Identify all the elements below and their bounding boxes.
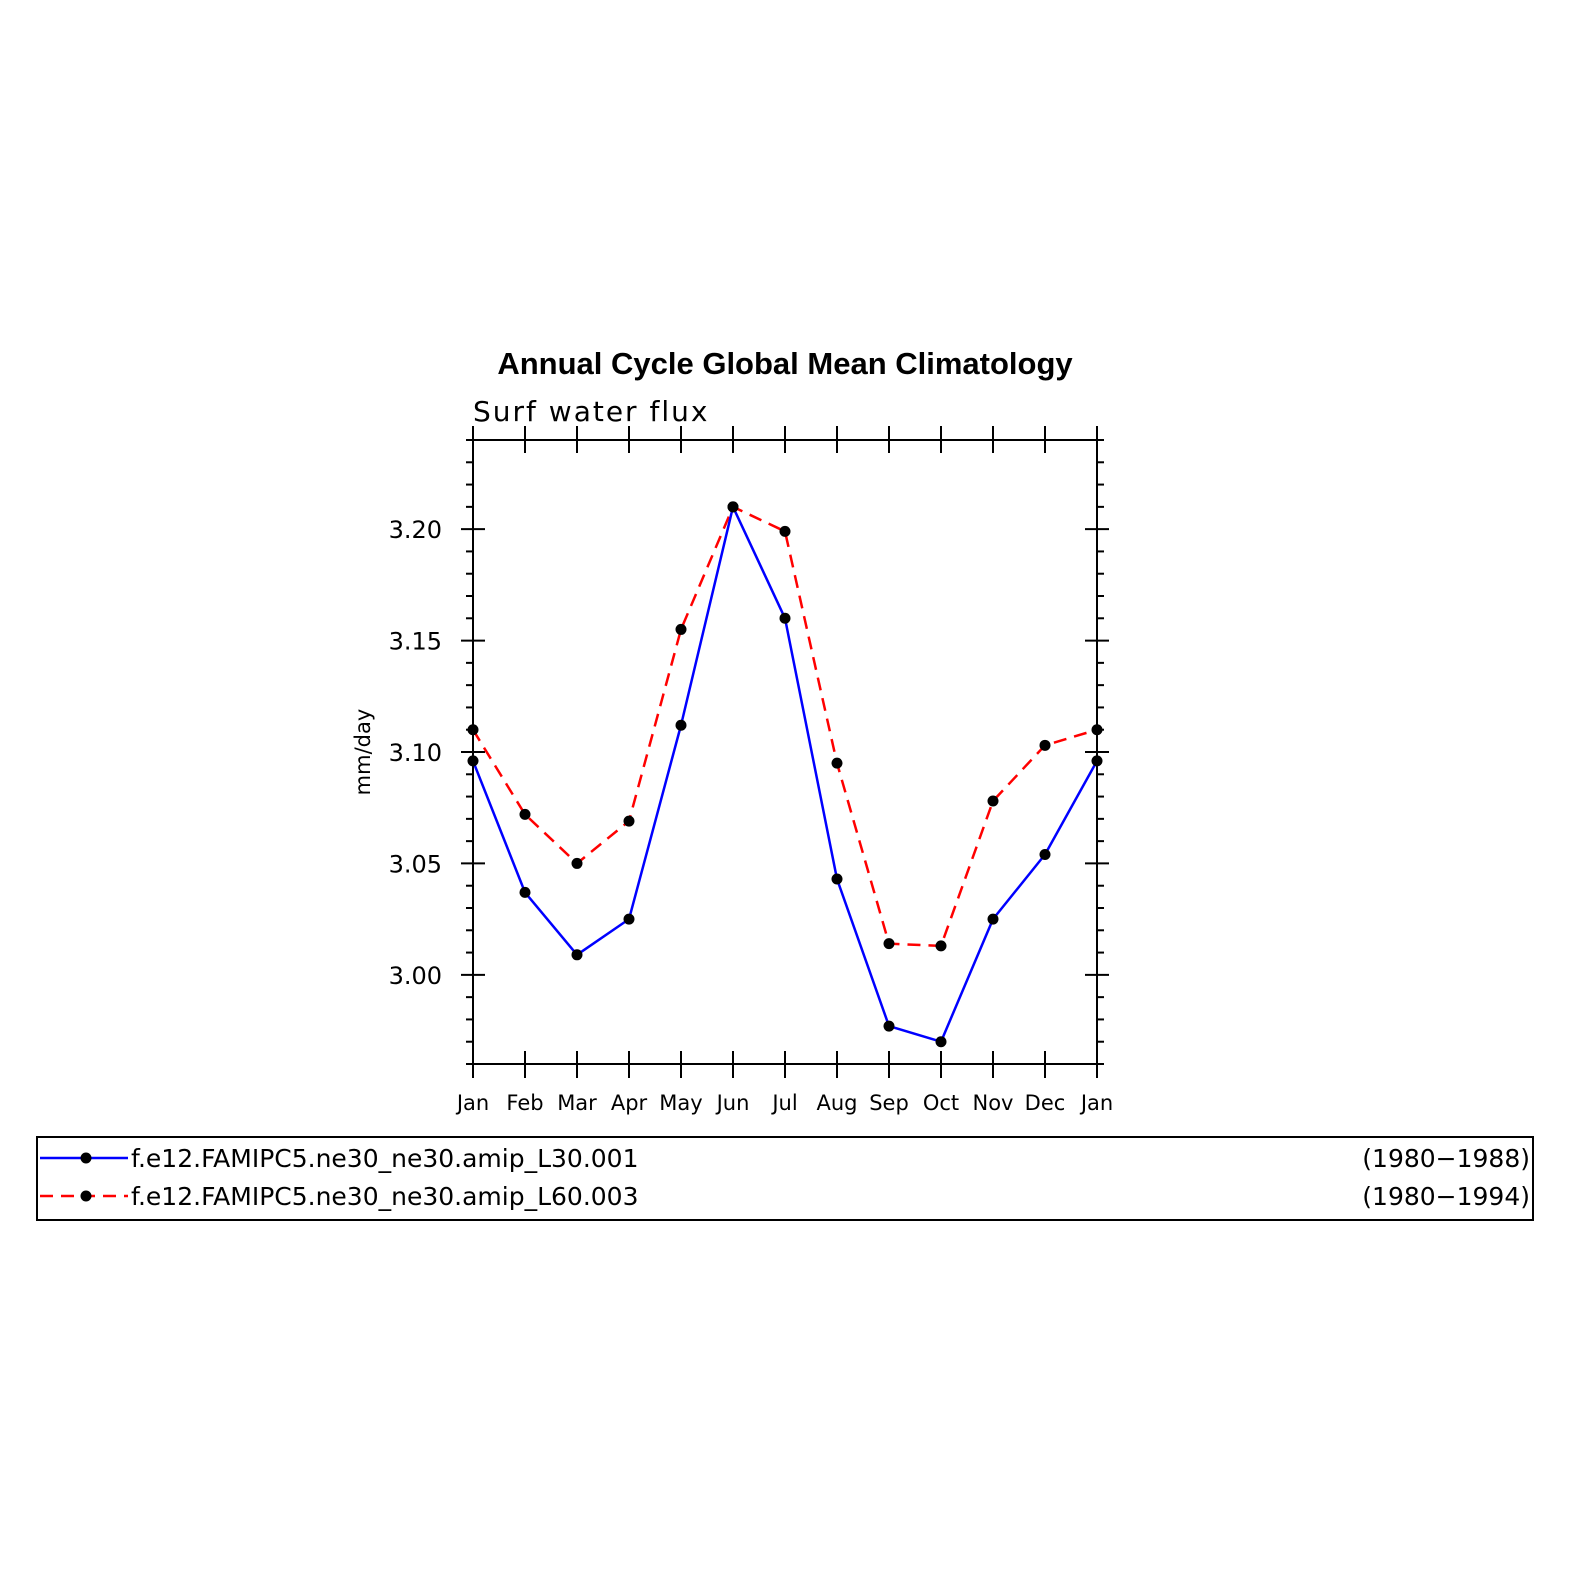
data-point — [935, 940, 947, 952]
data-point — [987, 795, 999, 807]
y-tick-label: 3.05 — [389, 850, 442, 878]
legend-box — [36, 1136, 1534, 1221]
legend-series-name: f.e12.FAMIPC5.ne30_ne30.amip_L60.003 — [131, 1182, 639, 1211]
legend-marker — [80, 1190, 92, 1202]
data-point — [571, 857, 583, 869]
x-tick-label: Feb — [506, 1091, 543, 1115]
legend-marker — [80, 1152, 92, 1164]
data-point — [467, 755, 479, 767]
data-point — [883, 938, 895, 950]
x-tick-label: Oct — [923, 1091, 959, 1115]
data-point — [571, 949, 583, 961]
x-tick-label: Jul — [770, 1091, 797, 1115]
data-point — [675, 623, 687, 635]
data-point — [519, 886, 531, 898]
x-tick-label: Jan — [455, 1091, 489, 1115]
data-point — [1091, 724, 1103, 736]
data-point — [467, 724, 479, 736]
data-point — [623, 815, 635, 827]
data-point — [623, 913, 635, 925]
y-tick-labels: 3.00 3.05 3.10 3.15 3.20 — [389, 516, 442, 990]
data-point — [779, 612, 791, 624]
x-tick-label: Apr — [611, 1091, 648, 1115]
data-point — [1091, 755, 1103, 767]
x-tick-label: Nov — [973, 1091, 1014, 1115]
data-point — [831, 757, 843, 769]
chart-title: Annual Cycle Global Mean Climatology — [497, 346, 1073, 381]
legend-period: (1980−1988) — [1362, 1144, 1530, 1173]
y-tick-label: 3.00 — [389, 962, 442, 990]
y-tick-label: 3.15 — [389, 628, 442, 656]
x-tick-label: Aug — [816, 1091, 857, 1115]
data-point — [831, 873, 843, 885]
data-point — [779, 525, 791, 537]
x-tick-label: Jan — [1079, 1091, 1113, 1115]
x-tick-labels: Jan Feb Mar Apr May Jun Jul Aug Sep Oct Nov Dec Jan — [455, 1091, 1113, 1115]
x-tick-label: May — [659, 1091, 702, 1115]
x-tick-label: Dec — [1025, 1091, 1066, 1115]
series-line — [471, 505, 1098, 948]
data-point — [519, 808, 531, 820]
data-point — [1039, 739, 1051, 751]
y-tick-label: 3.20 — [389, 516, 442, 544]
data-point — [883, 1020, 895, 1032]
data-point — [1039, 849, 1051, 861]
data-point — [935, 1036, 947, 1048]
x-tick-label: Jun — [715, 1091, 750, 1115]
data-point — [987, 913, 999, 925]
series-group — [467, 501, 1103, 1048]
series-line — [471, 505, 1099, 1043]
legend-period: (1980−1994) — [1362, 1182, 1530, 1211]
legend: f.e12.FAMIPC5.ne30_ne30.amip_L30.001 (198… — [40, 1144, 1530, 1211]
data-point — [675, 719, 687, 731]
chart-subtitle: Surf water flux — [473, 395, 709, 428]
y-tick-label: 3.10 — [389, 739, 442, 767]
y-axis-label: mm/day — [351, 709, 375, 796]
x-tick-label: Mar — [557, 1091, 597, 1115]
x-tick-label: Sep — [869, 1091, 909, 1115]
axis-ticks — [461, 426, 1109, 1078]
data-point — [727, 501, 739, 513]
legend-series-name: f.e12.FAMIPC5.ne30_ne30.amip_L30.001 — [131, 1144, 639, 1173]
